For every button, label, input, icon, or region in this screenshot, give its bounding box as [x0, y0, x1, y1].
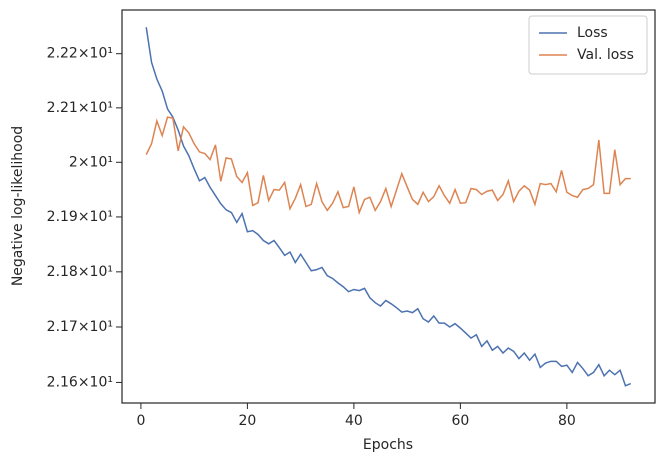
plot-frame — [121, 9, 656, 404]
y-tick-label: 2.17×10¹ — [47, 319, 113, 335]
x-tick-label: 80 — [558, 413, 576, 429]
y-tick-label: 2.19×10¹ — [47, 209, 113, 225]
y-tick-label: 2.21×10¹ — [47, 100, 113, 116]
y-axis-label: Negative log-likelihood — [10, 126, 26, 286]
x-tick-label: 20 — [238, 413, 256, 429]
y-tick-label: 2.22×10¹ — [47, 46, 113, 62]
y-tick-label: 2×10¹ — [69, 154, 113, 170]
x-tick-label: 40 — [345, 413, 363, 429]
legend-box — [528, 15, 648, 75]
x-tick-label: 0 — [136, 413, 145, 429]
legend-label: Val. loss — [577, 47, 634, 63]
x-tick-label: 60 — [451, 413, 469, 429]
legend-label: Loss — [577, 25, 608, 41]
series-line — [145, 27, 632, 387]
y-tick-label: 2.16×10¹ — [47, 374, 113, 390]
x-axis-label: Epochs — [363, 437, 413, 453]
y-tick-label: 2.18×10¹ — [47, 264, 113, 280]
series-line — [145, 116, 631, 216]
